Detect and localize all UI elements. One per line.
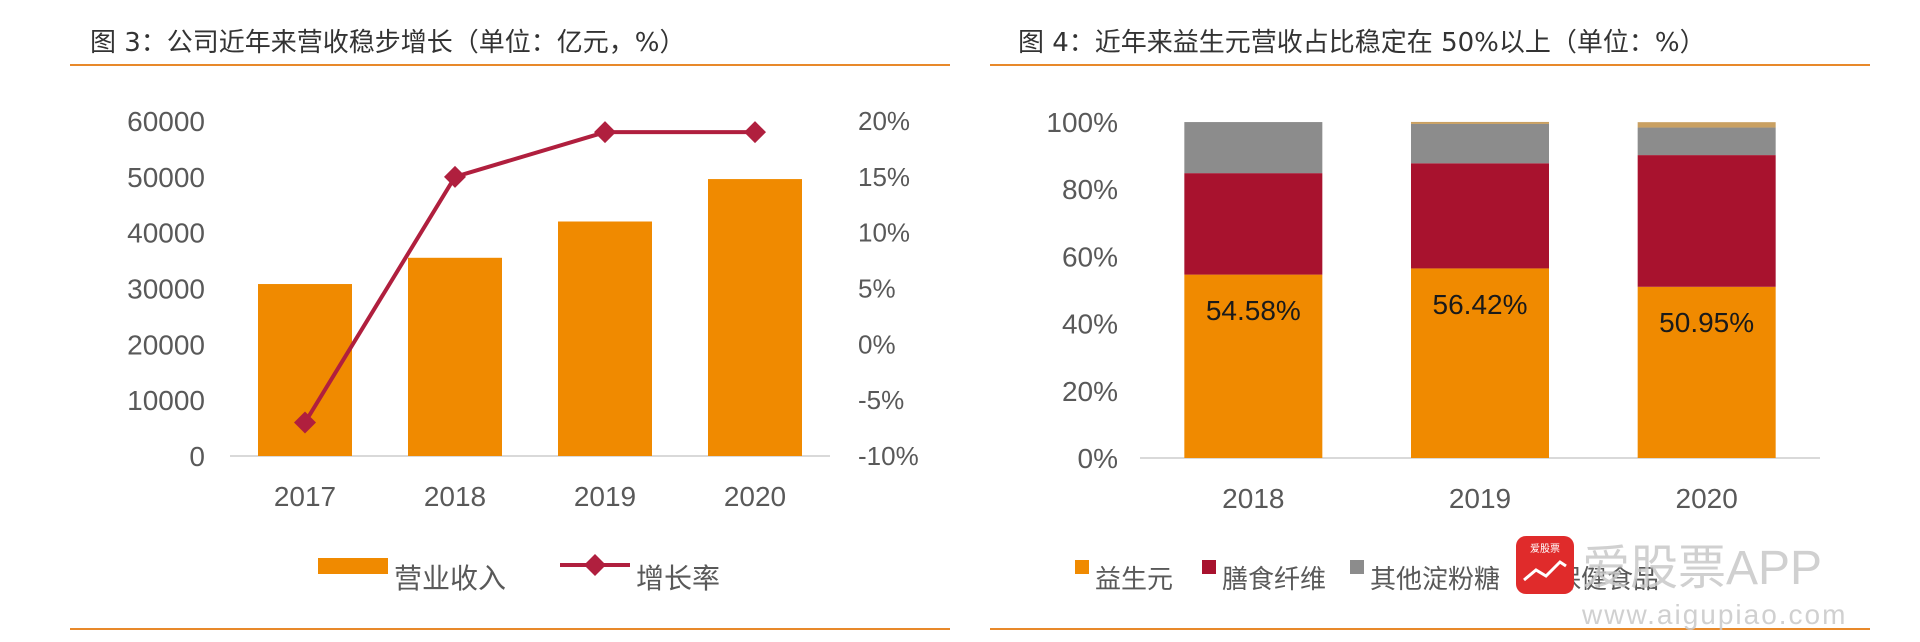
- left-y-tick-label: 20000: [127, 329, 205, 360]
- y-tick-label: 20%: [1062, 376, 1118, 407]
- y-tick-label: 60%: [1062, 241, 1118, 272]
- stacked-segment-膳食纤维: [1637, 155, 1776, 287]
- stacked-segment-益生元: [1411, 268, 1549, 458]
- legend-swatch-益生元: [1075, 560, 1089, 574]
- right-y-tick-label: 15%: [858, 162, 910, 192]
- growth-rate-marker: [444, 165, 466, 188]
- legend-swatch-其他淀粉糖: [1350, 560, 1364, 574]
- left-y-tick-label: 0: [189, 441, 205, 472]
- aigupiao-watermark: 爱股票 爱股票APP www.aigupiao.com: [1516, 536, 1847, 630]
- revenue-bar: [558, 221, 652, 456]
- x-tick-label: 2019: [574, 481, 636, 512]
- x-tick-label: 2020: [1676, 483, 1738, 514]
- stacked-segment-其他淀粉糖: [1637, 127, 1776, 156]
- logo-text: 爱股票: [1530, 542, 1560, 555]
- right-figure-title: 图 4：近年来益生元营收占比稳定在 50%以上（单位：%）: [1018, 28, 1706, 58]
- data-label: 54.58%: [1206, 295, 1301, 326]
- revenue-share-chart: 0% 20% 40% 60% 80% 100% 54.58% 2018 56.42% 2019 50…: [1046, 107, 1820, 594]
- right-y-tick-label: 0%: [858, 329, 896, 359]
- left-bottom-rule: [70, 628, 950, 630]
- y-tick-label: 100%: [1046, 107, 1118, 138]
- revenue-bar: [408, 257, 502, 456]
- left-y-tick-label: 50000: [127, 162, 205, 193]
- x-tick-label: 2020: [724, 481, 786, 512]
- right-title-rule: [990, 64, 1870, 66]
- legend-label-益生元: 益生元: [1095, 564, 1173, 594]
- legend-label-其他淀粉糖: 其他淀粉糖: [1370, 564, 1500, 594]
- right-y-tick-label: 5%: [858, 274, 896, 304]
- watermark-brand: 爱股票APP: [1582, 542, 1822, 595]
- legend-label-膳食纤维: 膳食纤维: [1222, 564, 1326, 594]
- stacked-segment-膳食纤维: [1184, 173, 1323, 275]
- stacked-segment-膳食纤维: [1411, 163, 1549, 269]
- y-tick-label: 80%: [1062, 174, 1118, 205]
- stacked-segment-其他淀粉糖: [1184, 122, 1323, 174]
- legend-swatch-revenue: [318, 558, 388, 574]
- legend-swatch-膳食纤维: [1202, 560, 1216, 574]
- y-tick-label: 40%: [1062, 309, 1118, 340]
- watermark-url: www.aigupiao.com: [1581, 599, 1847, 630]
- x-tick-label: 2019: [1449, 483, 1511, 514]
- x-tick-label: 2018: [424, 481, 486, 512]
- stacked-segment-保健食品: [1411, 121, 1549, 124]
- right-y-tick-label: 10%: [858, 218, 910, 248]
- left-chart-panel: 图 3：公司近年来营收稳步增长（单位：亿元，%） 0 10000 20000 3000…: [70, 28, 950, 630]
- growth-rate-marker: [594, 121, 616, 144]
- left-title-rule: [70, 64, 950, 66]
- stacked-segment-益生元: [1184, 274, 1323, 458]
- legend-marker-growth: [584, 554, 606, 576]
- revenue-bar: [708, 179, 802, 457]
- growth-rate-marker: [744, 121, 766, 144]
- legend-label-growth: 增长率: [636, 563, 720, 594]
- stacked-segment-保健食品: [1637, 122, 1776, 128]
- growth-rate-marker: [294, 411, 316, 434]
- stacked-segment-其他淀粉糖: [1411, 123, 1549, 164]
- left-y-tick-label: 40000: [127, 218, 205, 249]
- right-y-tick-label: 20%: [858, 106, 910, 136]
- right-y-tick-label: -10%: [858, 441, 919, 471]
- left-y-tick-label: 60000: [127, 106, 205, 137]
- legend-label-revenue: 营业收入: [394, 563, 506, 594]
- right-y-tick-label: -5%: [858, 385, 904, 415]
- aigupiao-logo-icon: 爱股票: [1516, 536, 1574, 594]
- right-bottom-rule: [990, 628, 1870, 630]
- x-tick-label: 2017: [274, 481, 336, 512]
- right-chart-panel: 图 4：近年来益生元营收占比稳定在 50%以上（单位：%） 0% 20% 40% 60…: [990, 0, 1920, 642]
- left-y-tick-label: 10000: [127, 385, 205, 416]
- revenue-growth-chart: 0 10000 20000 30000 40000 50000 60000 -10% -5% 0%…: [127, 106, 919, 594]
- left-y-tick-label: 30000: [127, 274, 205, 305]
- y-tick-label: 0%: [1078, 443, 1118, 474]
- left-figure-title: 图 3：公司近年来营收稳步增长（单位：亿元，%）: [90, 28, 686, 58]
- data-label: 56.42%: [1433, 289, 1528, 320]
- x-tick-label: 2018: [1222, 483, 1284, 514]
- stacked-segment-益生元: [1637, 286, 1776, 458]
- growth-rate-line: [303, 130, 755, 424]
- data-label: 50.95%: [1659, 307, 1754, 338]
